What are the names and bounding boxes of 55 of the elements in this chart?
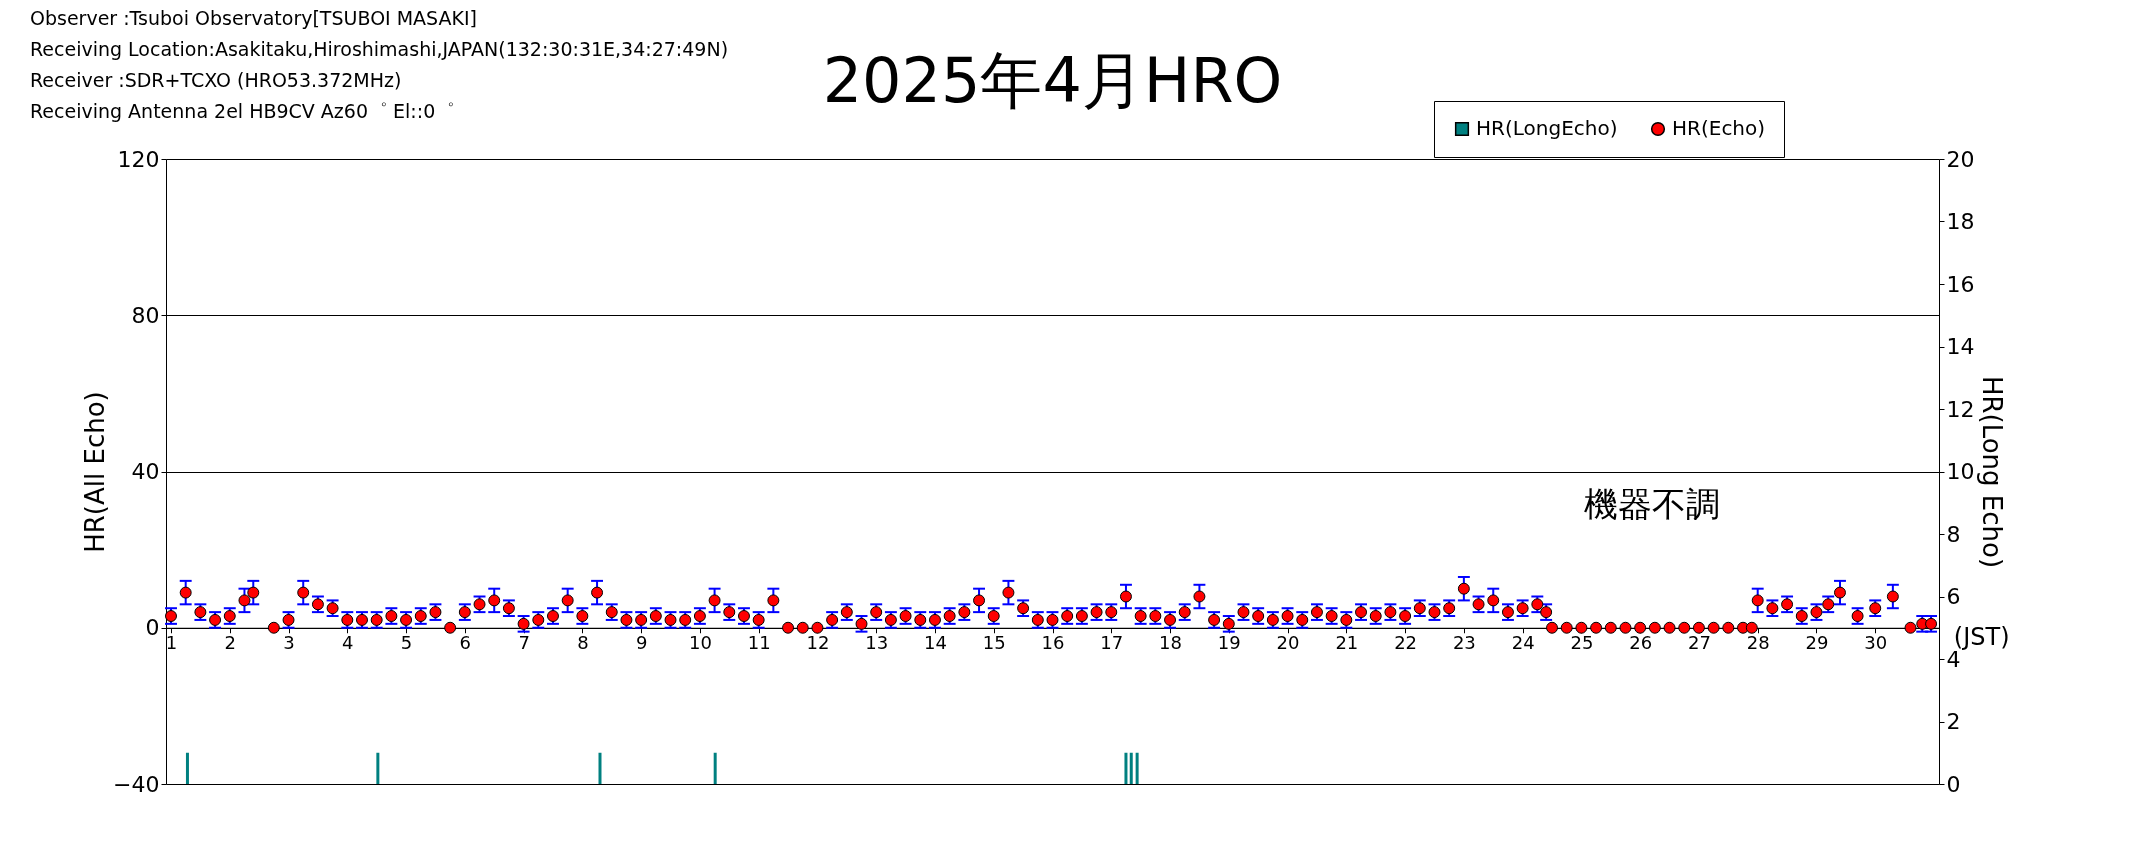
text: Observer :Tsuboi Observatory[TSUBOI MASAKI] <box>30 7 478 29</box>
x-tick-label: 20 <box>1276 632 1300 654</box>
y-axis-title: HR(All Echo) <box>80 391 111 553</box>
x-tick-label: 19 <box>1217 632 1241 654</box>
x-tick-label: 4 <box>342 632 354 654</box>
text: Receiving Location:Asakitaku,Hiroshimashi,JAPAN(132:30:31E,34:27:49N) <box>30 38 729 60</box>
y-tick-label: 120 <box>117 146 160 172</box>
chart-title: 2025年4月HRO <box>822 44 1283 117</box>
x-tick-label: 23 <box>1452 632 1476 654</box>
x-tick-label: 12 <box>806 632 830 654</box>
x-tick-label: 10 <box>688 632 712 654</box>
x-tick-label: 16 <box>1041 632 1065 654</box>
x-tick-label: 5 <box>400 632 413 654</box>
legend-label: HR(Echo) <box>1672 116 1766 140</box>
x-tick-label: 6 <box>459 632 472 654</box>
x-tick-label: 26 <box>1629 632 1653 654</box>
y2-tick-label: 18 <box>1946 209 1975 234</box>
y2-tick-label: 16 <box>1946 271 1975 297</box>
y2-tick-label: 6 <box>1946 584 1961 609</box>
x-tick-label: 18 <box>1159 632 1182 654</box>
y2-tick-label: 12 <box>1946 396 1975 422</box>
y2-tick-label: 20 <box>1946 146 1975 172</box>
y-tick-label: −40 <box>113 771 160 797</box>
x-tick-label: 3 <box>283 632 295 654</box>
y-tick-label: 40 <box>131 459 160 484</box>
x-tick-label: 17 <box>1100 632 1124 654</box>
x-tick-label: 24 <box>1511 632 1535 654</box>
y2-tick-label: 10 <box>1946 459 1975 484</box>
y2-tick-label: 14 <box>1946 334 1975 359</box>
y-tick-label: 80 <box>131 302 160 328</box>
x-tick-label: 27 <box>1687 632 1711 654</box>
y2-tick-label: 2 <box>1946 709 1961 734</box>
text: Receiving Antenna 2el HB9CV Az60゜ El::0゜ <box>30 100 455 122</box>
y2-axis-title: HR(Long Echo) <box>1977 375 2008 569</box>
x-tick-label: 28 <box>1746 632 1770 654</box>
x-tick-label: 7 <box>518 632 530 654</box>
x-tick-label: 29 <box>1805 632 1829 654</box>
x-tick-label: 14 <box>924 632 947 654</box>
x-tick-label: 30 <box>1864 632 1888 654</box>
x-tick-label: 13 <box>865 632 889 654</box>
y2-tick-label: 0 <box>1946 771 1961 797</box>
x-tick-label: 2 <box>224 632 236 654</box>
legend-label: HR(LongEcho) <box>1476 116 1618 140</box>
annotation: 機器不調 <box>1583 483 1720 524</box>
y2-tick-label: 8 <box>1946 521 1961 547</box>
x-tick-label: 9 <box>635 632 648 654</box>
x-tick-label: 22 <box>1394 632 1418 654</box>
x-tick-label: 8 <box>577 632 589 654</box>
x-tick-label: 1 <box>165 632 178 654</box>
text: Receiver :SDR+TCXO (HRO53.372MHz) <box>30 69 402 91</box>
x-tick-label: 21 <box>1335 632 1359 654</box>
x-tick-label: 25 <box>1570 632 1594 654</box>
x-tick-label: 11 <box>747 632 771 654</box>
x-tick-label: 15 <box>982 632 1006 654</box>
y-tick-label: 0 <box>145 615 160 641</box>
